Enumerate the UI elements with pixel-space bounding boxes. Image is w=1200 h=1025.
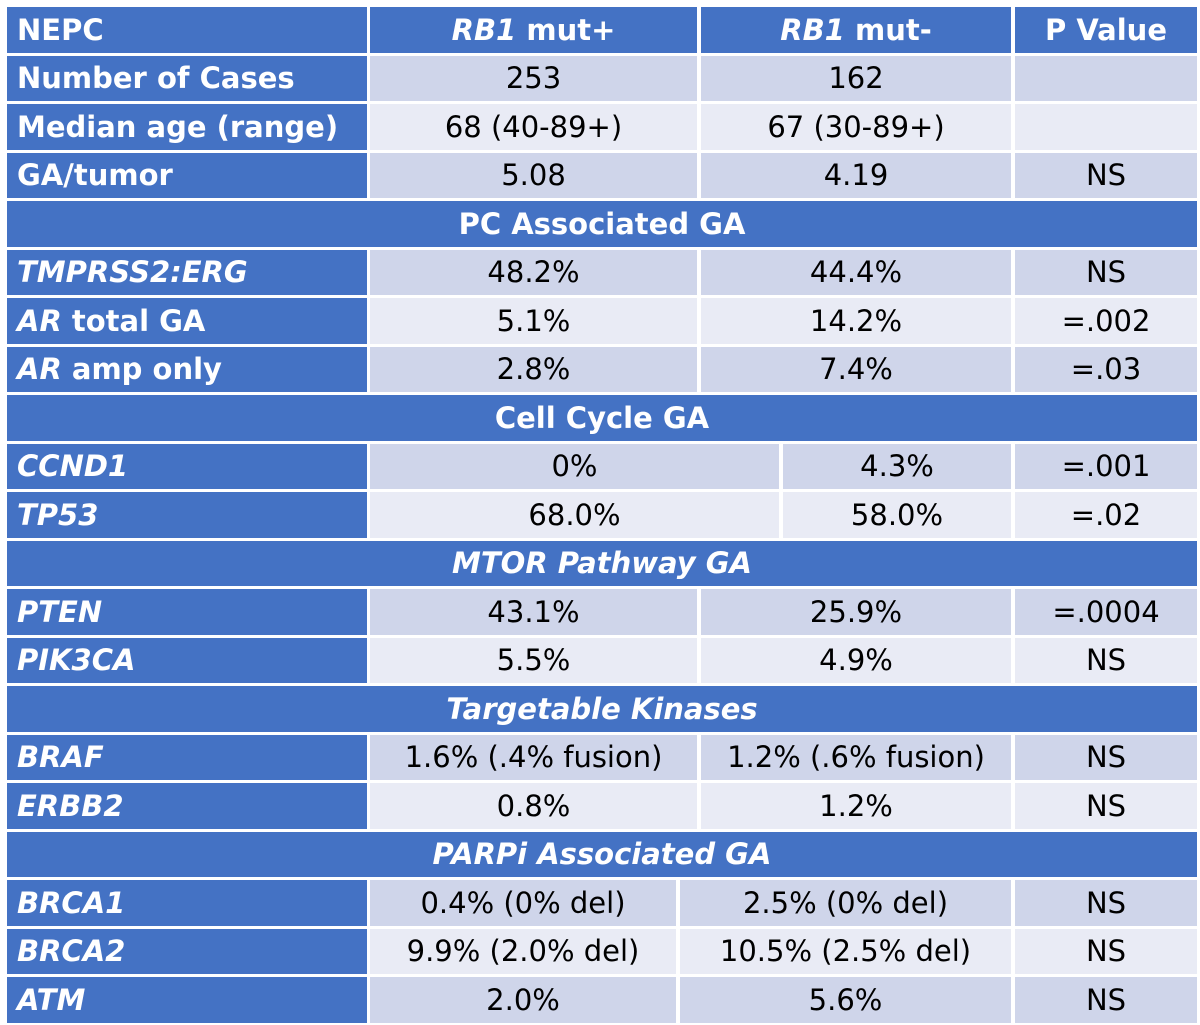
section-title: PC Associated GA <box>7 201 1197 247</box>
cell-p-value <box>1015 104 1197 150</box>
section-title: MTOR Pathway GA <box>7 540 1197 586</box>
row-label-suffix: amp only <box>61 352 222 387</box>
cell-rb1-pos: 5.1% <box>370 298 697 344</box>
section-header-row: PARPi Associated GA <box>7 831 1197 877</box>
table-row: PIK3CA 5.5% 4.9% NS <box>7 637 1197 683</box>
row-label: ATM <box>7 977 367 1023</box>
cell-rb1-neg: 4.3% <box>783 443 1011 489</box>
cell-p-value: NS <box>1015 637 1197 683</box>
cell-rb1-neg: 14.2% <box>701 298 1011 344</box>
cell-p-value: =.03 <box>1015 346 1197 392</box>
table-row: AR total GA 5.1% 14.2% =.002 <box>7 298 1197 344</box>
row-label-gene: AR <box>17 352 62 387</box>
section-header-row: Cell Cycle GA <box>7 395 1197 441</box>
section-title: Targetable Kinases <box>7 686 1197 732</box>
cell-p-value: =.02 <box>1015 492 1197 538</box>
row-label: PIK3CA <box>7 637 367 683</box>
cell-rb1-pos: 253 <box>370 55 697 101</box>
table-row: BRCA2 9.9% (2.0% del) 10.5% (2.5% del) N… <box>7 928 1197 974</box>
cell-rb1-pos: 9.9% (2.0% del) <box>370 928 676 974</box>
cell-rb1-neg: 10.5% (2.5% del) <box>680 928 1011 974</box>
table-row: BRCA1 0.4% (0% del) 2.5% (0% del) NS <box>7 880 1197 926</box>
table-row: TP53 68.0% 58.0% =.02 <box>7 492 1197 538</box>
table-row: BRAF 1.6% (.4% fusion) 1.2% (.6% fusion)… <box>7 734 1197 780</box>
cell-rb1-pos: 2.0% <box>370 977 676 1023</box>
cell-p-value: =.001 <box>1015 443 1197 489</box>
cell-p-value <box>1015 55 1197 101</box>
cell-rb1-pos: 0.4% (0% del) <box>370 880 676 926</box>
row-label-gene: AR <box>17 303 62 338</box>
section-header-row: Targetable Kinases <box>7 686 1197 732</box>
section-title: Cell Cycle GA <box>7 395 1197 441</box>
cell-rb1-neg: 4.9% <box>701 637 1011 683</box>
cell-rb1-neg: 1.2% <box>701 783 1011 829</box>
cell-rb1-pos: 0.8% <box>370 783 697 829</box>
cell-rb1-neg: 58.0% <box>783 492 1011 538</box>
row-label: CCND1 <box>7 443 367 489</box>
table-row: AR amp only 2.8% 7.4% =.03 <box>7 346 1197 392</box>
cell-p-value: =.0004 <box>1015 589 1197 635</box>
table-row: ATM 2.0% 5.6% NS <box>7 977 1197 1023</box>
row-label: GA/tumor <box>7 152 367 198</box>
section-header-row: MTOR Pathway GA <box>7 540 1197 586</box>
row-label: TP53 <box>7 492 367 538</box>
cell-rb1-pos: 68.0% <box>370 492 779 538</box>
row-label: BRCA2 <box>7 928 367 974</box>
cell-rb1-pos: 68 (40-89+) <box>370 104 697 150</box>
table-row: GA/tumor 5.08 4.19 NS <box>7 152 1197 198</box>
table-row: CCND1 0% 4.3% =.001 <box>7 443 1197 489</box>
cell-p-value: =.002 <box>1015 298 1197 344</box>
cell-p-value: NS <box>1015 249 1197 295</box>
cell-rb1-neg: 5.6% <box>680 977 1011 1023</box>
row-label: Number of Cases <box>7 55 367 101</box>
header-rb1-mut-pos-suffix: mut+ <box>516 12 616 47</box>
row-label-suffix: total GA <box>61 303 206 338</box>
cell-rb1-pos: 48.2% <box>370 249 697 295</box>
cell-rb1-neg: 67 (30-89+) <box>701 104 1011 150</box>
row-label: TMPRSS2:ERG <box>7 249 367 295</box>
row-label: ERBB2 <box>7 783 367 829</box>
header-rb1-mut-neg-suffix: mut- <box>844 12 932 47</box>
header-rb1-mut-neg: RB1 mut- <box>701 7 1011 53</box>
table-row: Median age (range) 68 (40-89+) 67 (30-89… <box>7 104 1197 150</box>
row-label: AR total GA <box>7 298 367 344</box>
section-title: PARPi Associated GA <box>7 831 1197 877</box>
table-row: TMPRSS2:ERG 48.2% 44.4% NS <box>7 249 1197 295</box>
cell-rb1-neg: 162 <box>701 55 1011 101</box>
table-row: ERBB2 0.8% 1.2% NS <box>7 783 1197 829</box>
cell-rb1-neg: 1.2% (.6% fusion) <box>701 734 1011 780</box>
header-rb1-gene-2: RB1 <box>780 12 845 47</box>
row-label: Median age (range) <box>7 104 367 150</box>
cell-p-value: NS <box>1015 880 1197 926</box>
table-row: PTEN 43.1% 25.9% =.0004 <box>7 589 1197 635</box>
header-nepc: NEPC <box>7 7 367 53</box>
cell-p-value: NS <box>1015 734 1197 780</box>
header-rb1-mut-pos: RB1 mut+ <box>370 7 697 53</box>
table-header-row: NEPC RB1 mut+ RB1 mut- P Value <box>7 7 1197 53</box>
cell-rb1-pos: 2.8% <box>370 346 697 392</box>
cell-rb1-neg: 7.4% <box>701 346 1011 392</box>
cell-rb1-neg: 2.5% (0% del) <box>680 880 1011 926</box>
cell-rb1-pos: 43.1% <box>370 589 697 635</box>
row-label: BRCA1 <box>7 880 367 926</box>
cell-p-value: NS <box>1015 783 1197 829</box>
cell-rb1-pos: 1.6% (.4% fusion) <box>370 734 697 780</box>
section-header-row: PC Associated GA <box>7 201 1197 247</box>
row-label: BRAF <box>7 734 367 780</box>
cell-rb1-pos: 5.5% <box>370 637 697 683</box>
cell-rb1-neg: 44.4% <box>701 249 1011 295</box>
header-p-value: P Value <box>1015 7 1197 53</box>
cell-rb1-neg: 4.19 <box>701 152 1011 198</box>
table-row: Number of Cases 253 162 <box>7 55 1197 101</box>
header-rb1-gene: RB1 <box>451 12 517 47</box>
cell-rb1-pos: 0% <box>370 443 779 489</box>
cell-rb1-pos: 5.08 <box>370 152 697 198</box>
cell-rb1-neg: 25.9% <box>701 589 1011 635</box>
row-label: PTEN <box>7 589 367 635</box>
cell-p-value: NS <box>1015 977 1197 1023</box>
cell-p-value: NS <box>1015 928 1197 974</box>
cell-p-value: NS <box>1015 152 1197 198</box>
row-label: AR amp only <box>7 346 367 392</box>
